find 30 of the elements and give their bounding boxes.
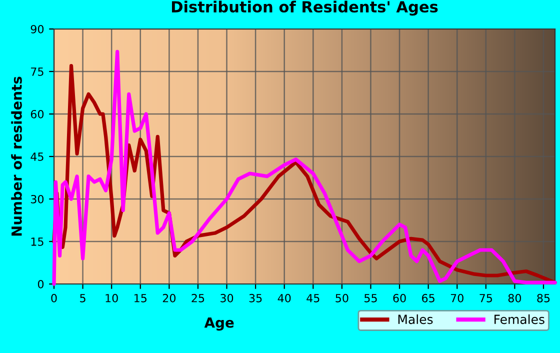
x-tick-label: 40 [278,294,291,302]
x-tick-label: 15 [134,294,146,302]
y-tick-label: 15 [31,238,44,246]
y-tick-label: 45 [30,152,44,161]
y-tick-label: 60 [30,110,44,118]
x-tick-label: 60 [393,294,406,302]
x-tick-label: 50 [336,294,348,302]
x-tick-label: 70 [450,294,464,302]
x-tick-label: 55 [364,294,377,302]
x-tick-label: 10 [106,294,118,302]
x-tick-label: 75 [480,294,492,302]
x-tick-label: 25 [192,294,204,302]
y-tick-label: 30 [30,194,44,204]
x-tick-label: 20 [162,294,176,302]
y-axis-title: Number of residents [11,76,22,236]
y-tick-label: 90 [30,24,44,34]
chart-title: Distribution of Residents' Ages [172,0,438,16]
x-tick-label: 35 [249,294,262,302]
x-tick-label: 0 [51,294,57,302]
x-tick-label: 80 [508,294,522,302]
x-tick-label: 65 [422,294,434,302]
x-tick-label: 5 [80,294,86,302]
x-axis-title: Age [204,317,234,331]
x-tick-label: 30 [220,294,234,302]
x-tick-label: 45 [306,294,320,302]
y-tick-label: 75 [31,68,44,76]
y-tick-label: 0 [38,280,44,288]
x-tick-label: 85 [537,294,550,302]
legend-label: Females [494,314,544,324]
legend-label: Males [398,314,433,324]
